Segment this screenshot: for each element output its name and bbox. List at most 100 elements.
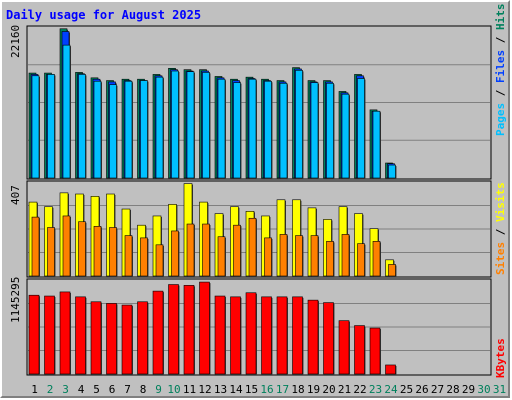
x-axis-day-label: 26 [415, 383, 428, 396]
sites-bar [357, 243, 365, 277]
x-axis-day-label: 24 [384, 383, 398, 396]
sites-bar [78, 221, 86, 277]
kbytes-bar [338, 320, 350, 375]
kbytes-bar [152, 290, 164, 375]
kbytes-bar [90, 301, 102, 375]
pages-bar [93, 80, 102, 179]
legend-visits: Visits [494, 182, 507, 222]
pages-bar [233, 82, 241, 179]
x-axis-day-label: 21 [338, 383, 351, 396]
sites-bar [264, 237, 272, 277]
sites-bar [295, 235, 303, 277]
sites-bar [326, 241, 334, 277]
kbytes-bar [168, 284, 179, 375]
sites-bar [93, 226, 102, 277]
legend-files: Files [494, 50, 507, 83]
pages-bar [202, 72, 210, 179]
kbytes-bar [245, 292, 257, 375]
x-axis-day-label: 27 [431, 383, 444, 396]
pages-bar [186, 71, 195, 179]
kbytes-bar [199, 281, 210, 375]
pages-bar [357, 78, 365, 179]
x-axis-day-label: 11 [183, 383, 196, 396]
x-axis-day-label: 12 [198, 383, 211, 396]
pages-bar [109, 84, 117, 179]
sites-bar [388, 264, 396, 277]
sites-bar [217, 236, 226, 277]
kbytes-bar [28, 294, 40, 375]
x-axis-day-label: 1 [31, 383, 38, 396]
x-axis-day-label: 23 [369, 383, 382, 396]
kbytes-bar [230, 296, 241, 375]
kbytes-bar [292, 296, 303, 375]
pages-bar [264, 80, 272, 179]
legend-kbytes: KBytes [494, 338, 507, 378]
pages-bar [155, 76, 164, 179]
kbytes-bar [44, 295, 55, 375]
kbytes-bar [214, 295, 226, 375]
x-axis-day-label: 7 [124, 383, 131, 396]
sites-bar [47, 227, 55, 277]
x-axis-day-label: 9 [155, 383, 162, 396]
pages-bar [124, 80, 133, 179]
legend-separator: / [494, 222, 507, 242]
sites-bar [202, 223, 210, 277]
sites-bar [310, 235, 319, 277]
sites-bar [186, 223, 195, 277]
kbytes-bar [261, 296, 272, 375]
kbytes-bar [121, 304, 133, 375]
pages-bar [372, 110, 381, 179]
kbytes-bar [75, 296, 86, 375]
legend-pages: Pages [494, 103, 507, 136]
sites-bar [31, 216, 40, 277]
kbytes-bar [106, 303, 117, 375]
kbytes-bar [323, 302, 334, 375]
sites-bar [155, 244, 164, 277]
x-axis-day-label: 13 [214, 383, 227, 396]
kbytes-bar [369, 327, 381, 375]
sites-bar [124, 235, 133, 277]
legend-hits: Hits [494, 4, 507, 31]
x-axis-day-label: 28 [446, 383, 459, 396]
x-axis-day-label: 29 [462, 383, 475, 396]
sites-bar [109, 227, 117, 277]
x-axis-day-label: 14 [229, 383, 243, 396]
x-axis-day-label: 18 [291, 383, 304, 396]
pages-bar [140, 80, 148, 179]
pages-bar [341, 93, 350, 179]
hits-panel-ymax-label: 22160 [9, 25, 22, 58]
pages-bar [295, 70, 303, 179]
x-axis-day-label: 10 [167, 383, 180, 396]
x-axis-day-label: 22 [353, 383, 366, 396]
pages-bar [388, 164, 396, 179]
x-axis-day-labels: 1 2 3 4 5 6 7 8 9 10 11 12 13 14 15 16 17 18 19 20 21 22 23 24 2… [31, 383, 506, 396]
visits-panel-legend: Sites / Visits [494, 182, 507, 275]
pages-bar [78, 74, 86, 179]
x-axis-day-label: 8 [140, 383, 147, 396]
pages-bar [217, 78, 226, 179]
x-axis-day-label: 15 [245, 383, 258, 396]
pages-bar [310, 82, 319, 179]
pages-bar [47, 74, 55, 179]
kbytes-bar [354, 325, 365, 375]
pages-bar [31, 75, 40, 179]
sites-bar [248, 217, 257, 277]
x-axis-day-label: 31 [493, 383, 506, 396]
gridlines [28, 64, 490, 351]
sites-bar [372, 241, 381, 277]
pages-bar [171, 70, 179, 179]
kbytes-bar [59, 291, 71, 375]
legend-separator: / [494, 83, 507, 103]
sites-bar [62, 215, 71, 277]
sites-bar [233, 224, 241, 277]
kbytes-panel-ymax-label: 1145295 [9, 277, 22, 323]
kbytes-bar [385, 364, 396, 375]
sites-bar [171, 230, 179, 277]
pages-bar [62, 44, 71, 179]
hits-panel-legend: Pages / Files / Hits [494, 4, 507, 137]
sites-bar [279, 234, 288, 277]
x-axis-day-label: 16 [260, 383, 273, 396]
x-axis-day-label: 19 [307, 383, 320, 396]
x-axis-day-label: 25 [400, 383, 413, 396]
pages-bar [279, 82, 288, 179]
